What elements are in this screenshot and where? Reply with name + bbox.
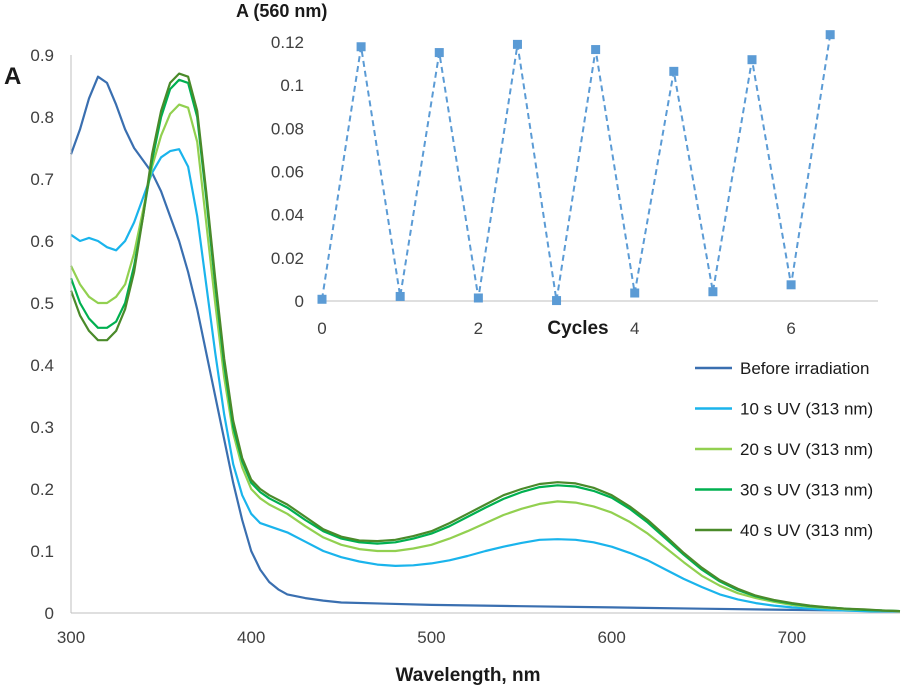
inset-point — [552, 296, 562, 306]
inset-x-tick-labels: 0 2 4 6 — [317, 319, 796, 338]
inset-y-tick-labels: 0 0.02 0.04 0.06 0.08 0.1 0.12 — [271, 33, 304, 311]
inset-point — [434, 48, 444, 58]
series-line-4 — [69, 78, 901, 613]
x-tick-label: 400 — [237, 628, 265, 647]
y-tick-label: 0.2 — [30, 480, 54, 499]
inset-point — [630, 288, 640, 298]
inset-y-tick-label: 0.02 — [271, 249, 304, 268]
legend-label: Before irradiation — [740, 359, 869, 378]
inset-point — [473, 293, 483, 303]
x-tick-label: 500 — [417, 628, 445, 647]
y-tick-label: 0 — [45, 604, 54, 623]
x-tick-label: 600 — [597, 628, 625, 647]
y-tick-label: 0.5 — [30, 294, 54, 313]
legend-item: Before irradiation — [695, 359, 869, 378]
inset-point — [317, 294, 327, 304]
inset-y-tick-label: 0.1 — [280, 76, 304, 95]
inset-y-tick-label: 0.12 — [271, 33, 304, 52]
inset-x-tick-label: 6 — [786, 319, 795, 338]
main-x-tick-labels: 300 400 500 600 700 — [57, 628, 806, 647]
inset-point — [356, 42, 366, 52]
main-y-axis-title: A — [4, 63, 21, 90]
x-tick-label: 300 — [57, 628, 85, 647]
y-tick-label: 0.1 — [30, 542, 54, 561]
legend: Before irradiation 10 s UV (313 nm) 20 s U… — [695, 359, 873, 540]
inset-point — [669, 66, 679, 76]
legend-label: 20 s UV (313 nm) — [740, 440, 873, 459]
series-line-1 — [69, 75, 901, 613]
inset-y-axis-title: A (560 nm) — [236, 1, 327, 21]
y-tick-label: 0.9 — [30, 46, 54, 65]
inset-series-line — [321, 34, 832, 301]
main-x-axis-title: Wavelength, nm — [396, 665, 541, 686]
inset-chart: 0 2 4 6 0 0.02 0.04 0.06 0.08 0.1 0.12 A (560 nm)… — [236, 1, 878, 339]
y-tick-label: 0.8 — [30, 108, 54, 127]
legend-label: 10 s UV (313 nm) — [740, 400, 873, 419]
inset-x-axis-title: Cycles — [547, 318, 608, 339]
y-tick-label: 0.7 — [30, 170, 54, 189]
inset-x-tick-label: 2 — [474, 319, 483, 338]
legend-label: 30 s UV (313 nm) — [740, 481, 873, 500]
legend-item: 10 s UV (313 nm) — [695, 400, 873, 419]
inset-x-tick-label: 4 — [630, 319, 639, 338]
main-series-lines — [69, 72, 901, 613]
inset-x-tick-label: 0 — [317, 319, 326, 338]
main-chart: 300 400 500 600 700 00.10.20.30.40.50.60.70.… — [4, 46, 901, 686]
y-tick-label: 0.3 — [30, 418, 54, 437]
inset-dashed-line — [321, 34, 832, 301]
series-line-5 — [69, 72, 901, 613]
inset-point — [395, 291, 405, 301]
legend-label: 40 s UV (313 nm) — [740, 521, 873, 540]
series-line-3 — [70, 103, 901, 613]
inset-markers — [317, 30, 835, 306]
inset-y-tick-label: 0 — [295, 292, 304, 311]
y-tick-label: 0.6 — [30, 232, 54, 251]
inset-point — [786, 280, 796, 290]
inset-point — [825, 30, 835, 40]
x-tick-label: 700 — [778, 628, 806, 647]
inset-point — [747, 55, 757, 65]
inset-y-tick-label: 0.08 — [271, 119, 304, 138]
legend-item: 30 s UV (313 nm) — [695, 481, 873, 500]
y-tick-label: 0.4 — [30, 356, 54, 375]
inset-point — [708, 287, 718, 297]
legend-item: 20 s UV (313 nm) — [695, 440, 873, 459]
legend-item: 40 s UV (313 nm) — [695, 521, 873, 540]
inset-point — [512, 39, 522, 49]
inset-y-tick-label: 0.04 — [271, 206, 304, 225]
inset-point — [591, 45, 601, 55]
series-line-2 — [70, 148, 900, 613]
main-y-tick-labels: 0 0.1 0.2 0.3 0.4 0.5 0.6 0.7 0.8 0.9 — [30, 46, 54, 623]
inset-y-tick-label: 0.06 — [271, 163, 304, 182]
